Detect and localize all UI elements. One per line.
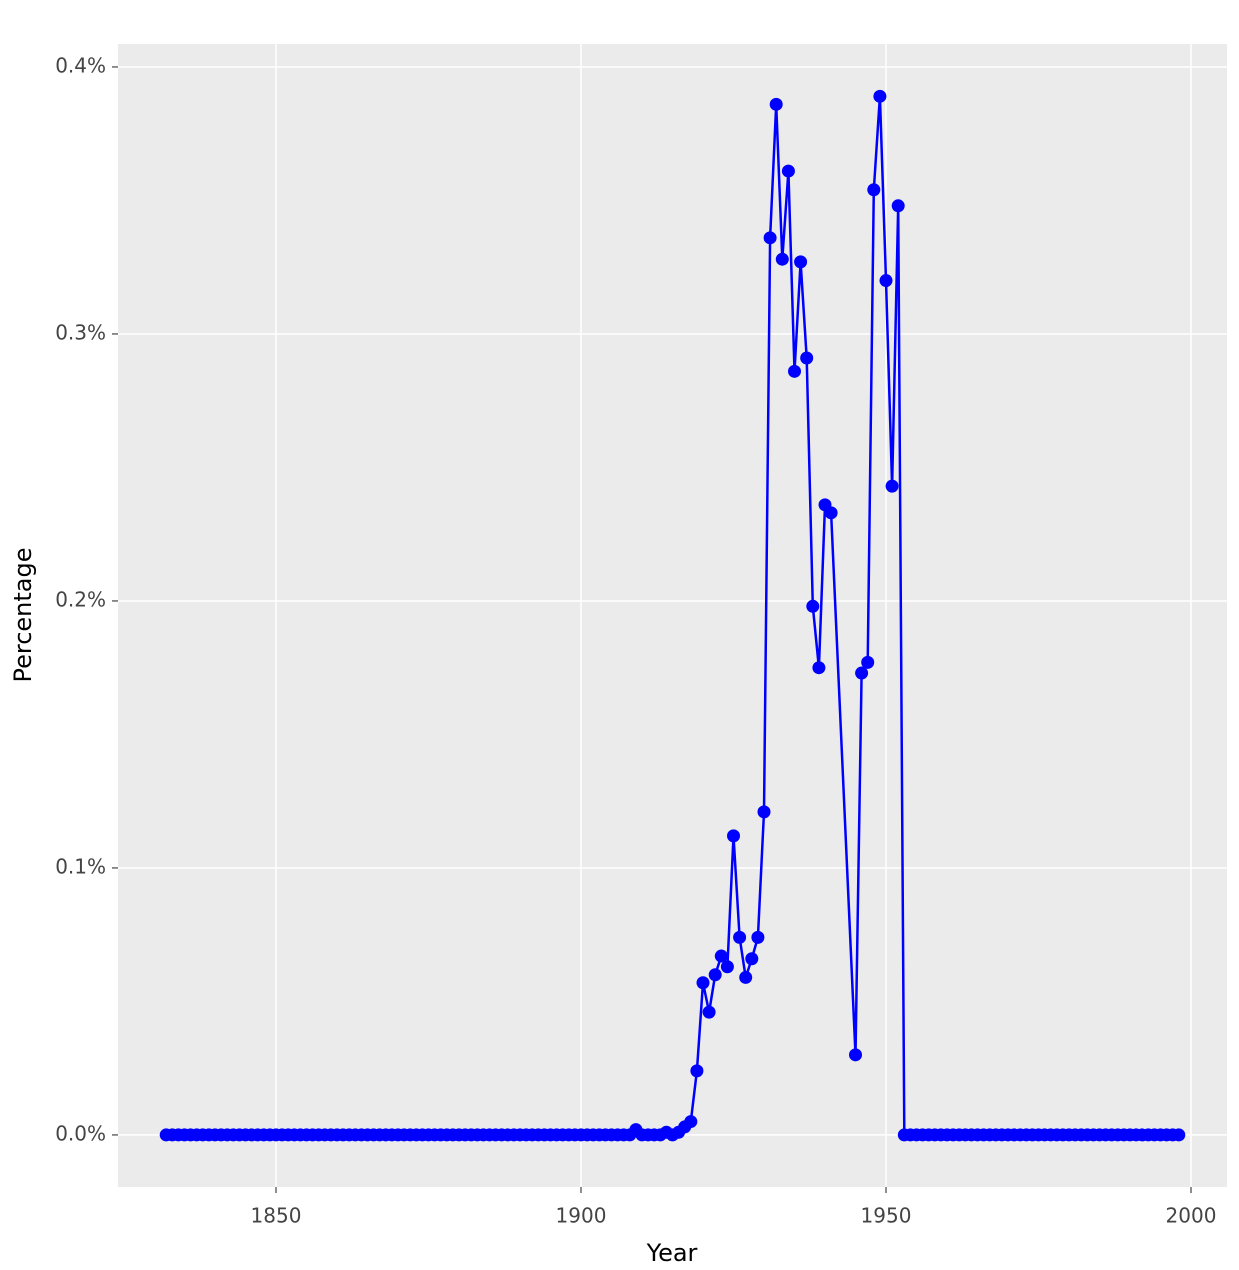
data-point [714,949,728,963]
y-tick-label: 0.2% [55,587,106,611]
data-point [861,655,875,669]
data-point [812,661,826,675]
data-point [873,89,887,103]
data-point [733,930,747,944]
data-point [684,1115,698,1129]
data-point [800,351,814,365]
data-point [702,1005,716,1019]
x-tick-label: 1850 [251,1204,302,1228]
data-point [769,97,783,111]
data-point [788,364,802,378]
x-axis-title: Year [646,1239,698,1267]
x-tick-label: 2000 [1166,1204,1217,1228]
y-tick-label: 0.0% [55,1121,106,1145]
data-point [745,952,759,966]
data-point [751,930,765,944]
x-tick-label: 1900 [556,1204,607,1228]
data-point [708,968,722,982]
data-point [891,199,905,213]
data-point [739,970,753,984]
data-point [727,829,741,843]
data-point [879,274,893,288]
data-point [824,506,838,520]
data-point [794,255,808,269]
data-point [781,164,795,178]
data-point [885,479,899,493]
data-point [690,1064,704,1078]
y-tick-label: 0.3% [55,320,106,344]
data-point [855,666,869,680]
data-point [806,599,820,613]
y-tick-label: 0.1% [55,854,106,878]
data-point [1172,1128,1186,1142]
data-point [867,183,881,197]
x-tick-label: 1950 [861,1204,912,1228]
data-point [757,805,771,819]
data-point [849,1048,863,1062]
y-axis-title: Percentage [9,547,37,682]
data-point [720,960,734,974]
y-tick-label: 0.4% [55,53,106,77]
data-point [775,252,789,266]
data-point [696,976,710,990]
plot-background [118,44,1227,1187]
data-point [763,231,777,245]
